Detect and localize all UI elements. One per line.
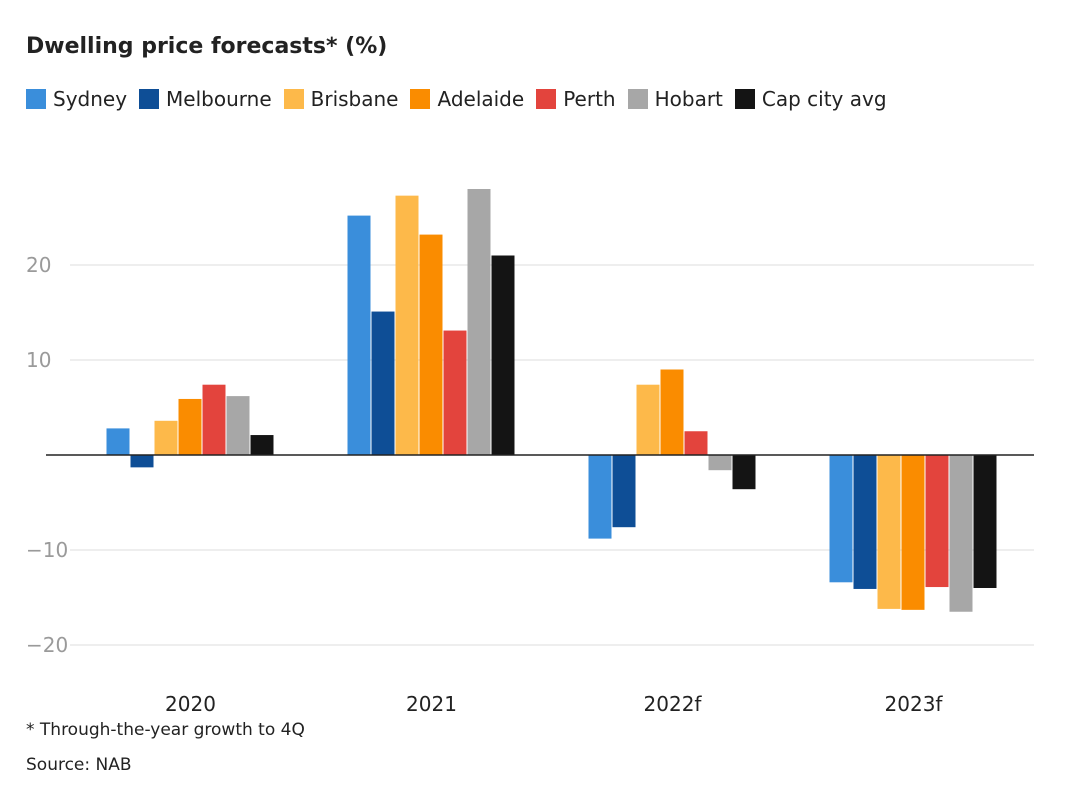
x-tick-label: 2020	[165, 692, 216, 716]
bar-sydney-2023f	[829, 455, 853, 583]
bar-melbourne-2023f	[853, 455, 877, 589]
bar-perth-2022f	[684, 431, 708, 455]
legend-item-brisbane: Brisbane	[283, 87, 399, 111]
y-tick-label: 20	[26, 253, 51, 277]
legend-label: Melbourne	[166, 87, 272, 111]
footnote: * Through-the-year growth to 4Q	[26, 720, 305, 740]
legend-item-perth: Perth	[536, 87, 616, 111]
chart-title: Dwelling price forecasts* (%)	[26, 34, 388, 59]
bar-brisbane-2022f	[636, 384, 660, 455]
source-note: Source: NAB	[26, 755, 132, 775]
legend-label: Hobart	[654, 87, 723, 111]
chart-legend: Sydney Melbourne Brisbane Adelaide Perth Hoba…	[26, 87, 899, 111]
bar-perth-2023f	[925, 455, 949, 588]
bar-perth-2020	[202, 384, 226, 455]
legend-swatch	[26, 89, 46, 109]
y-tick-label: −10	[26, 538, 68, 562]
bar-hobart-2020	[226, 396, 250, 455]
bar-brisbane-2023f	[877, 455, 901, 609]
bar-sydney-2022f	[588, 455, 612, 539]
bar-perth-2021	[443, 330, 467, 455]
legend-item-hobart: Hobart	[627, 87, 723, 111]
legend-swatch	[139, 89, 160, 109]
bar-cap-city-avg-2021	[491, 255, 515, 455]
bar-hobart-2022f	[708, 455, 732, 471]
bar-adelaide-2023f	[901, 455, 925, 610]
bar-sydney-2020	[106, 428, 130, 455]
legend-item-cap-city-avg: Cap city avg	[734, 87, 887, 111]
bar-adelaide-2022f	[660, 369, 684, 455]
legend-label: Brisbane	[310, 87, 399, 111]
legend-swatch	[283, 89, 304, 109]
legend-swatch	[627, 89, 648, 109]
bar-cap-city-avg-2022f	[732, 455, 756, 490]
legend-swatch	[734, 89, 755, 109]
bar-adelaide-2021	[419, 234, 443, 455]
bar-adelaide-2020	[178, 398, 202, 455]
bar-melbourne-2020	[130, 455, 154, 468]
legend-swatch	[410, 89, 431, 109]
legend-swatch	[536, 89, 557, 109]
legend-item-sydney: Sydney	[26, 87, 127, 111]
bar-cap-city-avg-2020	[250, 435, 274, 455]
x-tick-label: 2023f	[885, 692, 944, 716]
bar-melbourne-2021	[371, 311, 395, 455]
bar-brisbane-2020	[154, 420, 178, 455]
legend-label: Adelaide	[437, 87, 525, 111]
x-tick-label: 2021	[406, 692, 457, 716]
bar-cap-city-avg-2023f	[973, 455, 997, 588]
bar-hobart-2021	[467, 189, 491, 455]
bar-sydney-2021	[347, 215, 371, 455]
legend-label: Sydney	[53, 87, 128, 111]
legend-item-adelaide: Adelaide	[410, 87, 524, 111]
y-tick-label: 10	[26, 348, 51, 372]
legend-label: Cap city avg	[761, 87, 887, 111]
legend-item-melbourne: Melbourne	[139, 87, 272, 111]
legend-label: Perth	[563, 87, 616, 111]
bar-melbourne-2022f	[612, 455, 636, 528]
x-tick-label: 2022f	[644, 692, 703, 716]
y-tick-label: −20	[26, 633, 68, 657]
bar-hobart-2023f	[949, 455, 973, 612]
bar-brisbane-2021	[395, 195, 419, 455]
